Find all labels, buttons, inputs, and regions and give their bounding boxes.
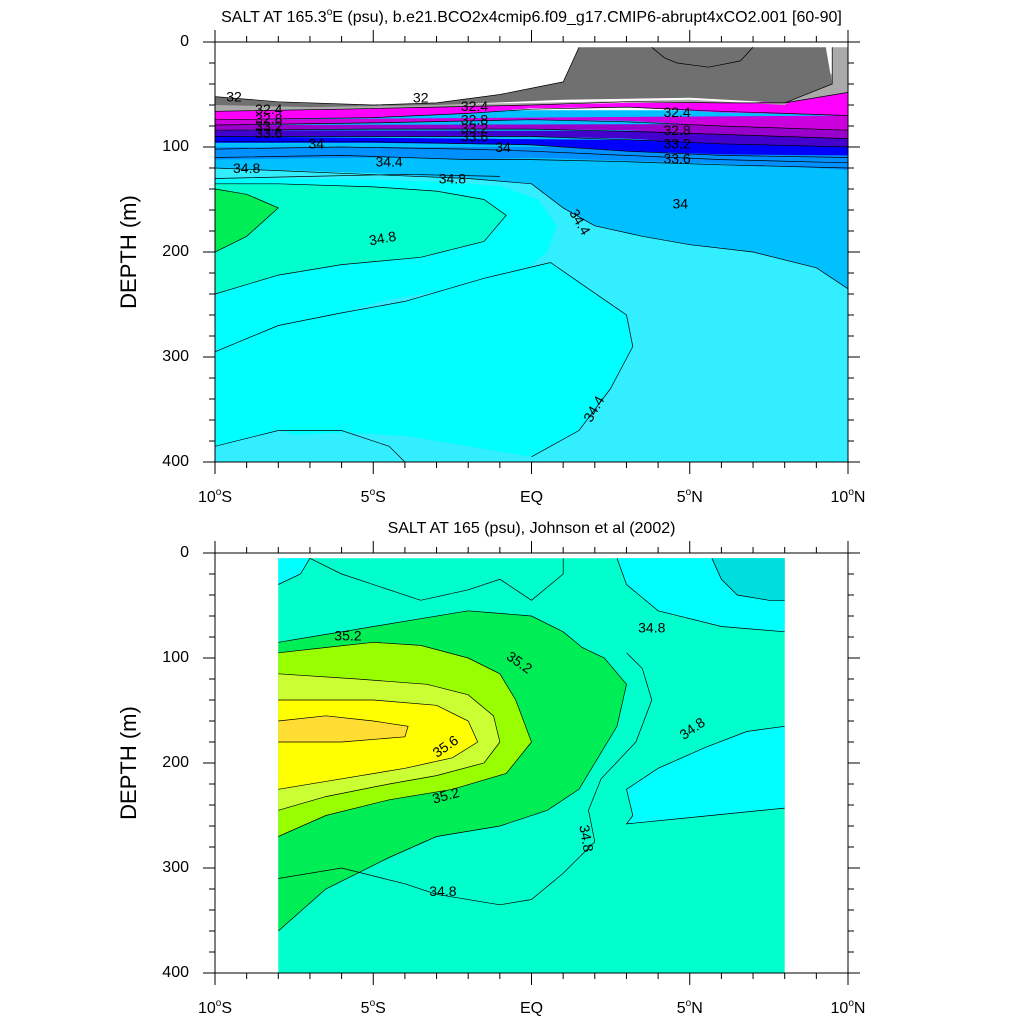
contour-label-0-15: 34 xyxy=(495,139,511,155)
contour-line-1-0 xyxy=(278,610,627,932)
contour-label-0-2: 32.8 xyxy=(255,110,282,126)
contour-label-0-6: 32.4 xyxy=(461,98,488,114)
contour-label-0-10: 32.4 xyxy=(663,104,690,120)
contour-label-1-6: 34.8 xyxy=(576,824,597,854)
x-tick-label-1-0: EQ xyxy=(520,1000,543,1017)
x-tick-label-1-10: 10oN xyxy=(831,998,866,1017)
y-tick-label-0-100: 100 xyxy=(162,138,189,155)
x-tick-label-0--5: 5oS xyxy=(361,487,386,506)
contour-line-0-12 xyxy=(215,183,507,295)
y-tick-label-0-0: 0 xyxy=(180,33,189,50)
x-tick-label-0-10: 10oN xyxy=(831,487,866,506)
contour-line-1-7 xyxy=(711,558,785,601)
contour-label-0-4: 33.6 xyxy=(255,125,282,141)
contour-label-0-13: 33.6 xyxy=(663,150,690,166)
x-tick-label-1--10: 10oS xyxy=(198,998,232,1017)
x-tick-label-0-0: EQ xyxy=(520,489,543,506)
salinity-region-0-12 xyxy=(215,47,848,112)
contour-label-0-18: 34.8 xyxy=(439,170,466,186)
panel-observations: 35.235.235.635.234.834.834.834.801002003… xyxy=(116,520,865,1017)
contour-label-0-9: 33.6 xyxy=(461,128,488,144)
contour-label-1-7: 34.8 xyxy=(429,883,456,899)
contour-label-0-14: 34 xyxy=(308,136,324,152)
y-tick-label-1-300: 300 xyxy=(162,859,189,876)
panel-model: 3232.432.833.233.63232.432.833.233.632.4… xyxy=(116,7,865,506)
y-tick-label-1-100: 100 xyxy=(162,649,189,666)
contour-line-0-16 xyxy=(215,173,500,179)
y-tick-label-0-200: 200 xyxy=(162,243,189,260)
x-tick-label-1--5: 5oS xyxy=(361,998,386,1017)
contour-line-0-9 xyxy=(215,47,580,106)
contour-line-0-5 xyxy=(215,128,848,139)
chart-title: SALT AT 165.3oE (psu), b.e21.BCO2x4cmip6… xyxy=(221,7,842,26)
x-tick-label-0-5: 5oN xyxy=(677,487,703,506)
contour-line-1-4 xyxy=(278,715,409,743)
plot-area: 3232.432.833.233.63232.432.833.233.632.4… xyxy=(215,47,848,462)
salinity-region-1-2 xyxy=(626,726,785,824)
contour-line-1-10 xyxy=(309,557,564,601)
contour-label-0-17: 34.8 xyxy=(233,160,260,176)
contour-line-0-11 xyxy=(784,47,833,104)
contour-label-0-8: 33.2 xyxy=(461,120,488,136)
contour-line-1-3 xyxy=(278,699,479,790)
salinity-region-1-3 xyxy=(711,558,785,601)
contour-label-1-3: 35.2 xyxy=(430,784,461,807)
x-tick-label-0--10: 10oS xyxy=(198,487,232,506)
contour-line-0-1 xyxy=(215,155,848,169)
contour-line-0-7 xyxy=(215,106,848,121)
contour-line-1-2 xyxy=(278,673,501,811)
contour-label-0-3: 33.2 xyxy=(255,118,282,134)
salinity-region-1-9 xyxy=(278,715,409,742)
contour-line-0-10 xyxy=(651,47,754,68)
y-axis-label: DEPTH (m) xyxy=(116,195,141,309)
contour-line-1-1 xyxy=(278,641,532,837)
y-tick-label-0-400: 400 xyxy=(162,453,189,470)
contour-line-0-13 xyxy=(215,188,279,253)
salinity-region-1-4 xyxy=(278,558,310,585)
contour-label-0-5: 32 xyxy=(413,89,429,105)
contour-label-1-4: 34.8 xyxy=(638,619,665,635)
contour-label-0-1: 32.4 xyxy=(255,101,282,117)
contour-line-0-4 xyxy=(215,136,848,148)
contour-label-0-20: 34 xyxy=(672,195,688,211)
salinity-region-0-3 xyxy=(215,183,507,294)
contour-label-0-21: 34.8 xyxy=(368,228,398,249)
y-tick-label-1-200: 200 xyxy=(162,754,189,771)
contour-line-1-9 xyxy=(278,652,653,906)
salinity-region-0-4 xyxy=(215,189,279,252)
contour-line-0-15 xyxy=(215,430,406,462)
contour-label-1-0: 35.2 xyxy=(334,628,361,644)
contour-line-1-6 xyxy=(625,725,785,825)
salinity-region-0-13 xyxy=(215,47,833,108)
salinity-region-0-5 xyxy=(215,430,405,462)
contour-line-0-8 xyxy=(215,92,848,112)
contour-label-0-0: 32 xyxy=(226,88,242,104)
contour-line-0-3 xyxy=(215,141,848,158)
chart-title: SALT AT 165 (psu), Johnson et al (2002) xyxy=(388,520,676,537)
x-tick-label-1-5: 5oN xyxy=(677,998,703,1017)
contour-label-0-12: 33.2 xyxy=(663,136,690,152)
plot-area: 35.235.235.635.234.834.834.834.8 xyxy=(278,557,785,973)
salinity-region-0-11 xyxy=(215,92,848,120)
contour-line-1-5 xyxy=(616,558,785,633)
contour-line-0-0 xyxy=(215,167,848,290)
y-axis-label: DEPTH (m) xyxy=(116,706,141,820)
contour-line-0-6 xyxy=(215,119,848,131)
contour-label-0-11: 32.8 xyxy=(663,122,690,138)
y-tick-label-0-300: 300 xyxy=(162,348,189,365)
contour-label-0-7: 32.8 xyxy=(461,111,488,127)
salinity-region-0-9 xyxy=(215,123,848,139)
contour-line-0-14 xyxy=(215,262,634,458)
y-tick-label-1-0: 0 xyxy=(180,544,189,561)
contour-line-0-2 xyxy=(215,146,848,164)
y-tick-label-1-400: 400 xyxy=(162,964,189,981)
contour-line-1-8 xyxy=(278,558,311,585)
salinity-region-0-8 xyxy=(215,130,848,147)
contour-label-0-16: 34.4 xyxy=(375,153,402,169)
salinity-region-0-10 xyxy=(215,115,848,131)
